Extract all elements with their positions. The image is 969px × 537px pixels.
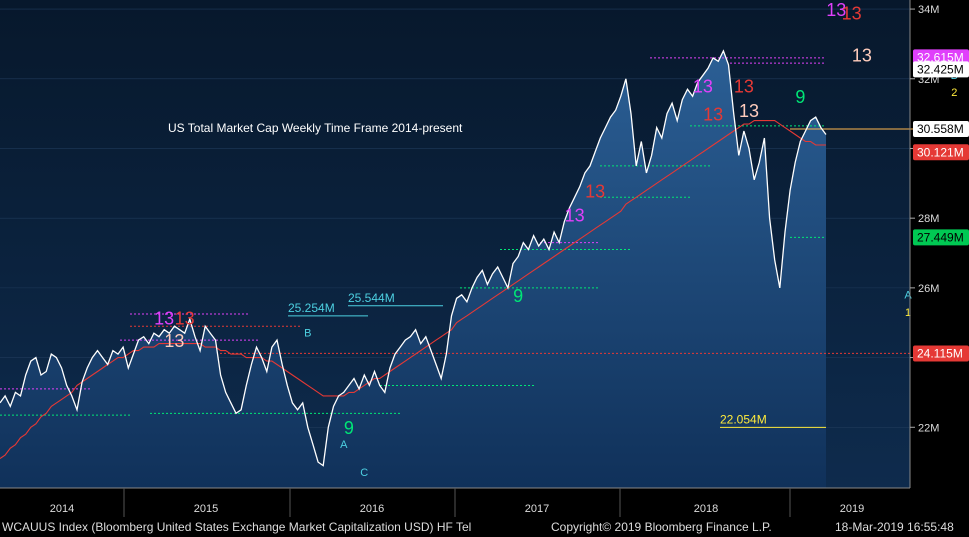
- footer: WCAUUS Index (Bloomberg United States Ex…: [0, 517, 969, 537]
- x-tick-label: 2018: [694, 503, 718, 515]
- y-tick-label: 22M: [918, 422, 939, 434]
- count-label: B: [304, 328, 311, 340]
- price-label: 27.449M: [917, 230, 964, 244]
- count-label: 9: [513, 286, 523, 306]
- count-label: 1: [905, 307, 911, 319]
- timestamp: 18-Mar-2019 16:55:48: [835, 520, 954, 534]
- count-label: 13: [734, 77, 754, 97]
- x-tick-label: 2019: [840, 503, 864, 515]
- count-label: 13: [852, 45, 872, 65]
- count-label: 13: [565, 206, 585, 226]
- price-label-box: [913, 121, 969, 138]
- price-line: [0, 49, 827, 467]
- count-label: 9: [344, 418, 354, 438]
- x-tick-label: 2016: [360, 503, 384, 515]
- level-annotation-label: 22.054M: [720, 412, 767, 426]
- count-label: 13: [164, 331, 184, 351]
- count-label: 13: [175, 308, 195, 328]
- ticker-description: WCAUUS Index (Bloomberg United States Ex…: [2, 520, 472, 534]
- price-label: 30.558M: [917, 122, 964, 136]
- count-label: 13: [842, 4, 862, 24]
- count-label: 13: [693, 77, 713, 97]
- x-tick-label: 2015: [194, 503, 218, 515]
- copyright: Copyright© 2019 Bloomberg Finance L.P.: [551, 520, 772, 534]
- count-label: 2: [951, 87, 957, 99]
- price-label: 30.121M: [917, 145, 964, 159]
- chart-title: US Total Market Cap Weekly Time Frame 20…: [168, 121, 463, 135]
- count-label: 9: [795, 87, 805, 107]
- price-label-box: [913, 345, 969, 362]
- y-tick-label: 26M: [918, 283, 939, 295]
- level-annotation-label: 25.254M: [288, 301, 335, 315]
- y-tick-label: 28M: [918, 213, 939, 225]
- price-label: 32.425M: [917, 62, 964, 76]
- count-labels: 131313991313131313131313139ABCA1B2: [154, 0, 958, 479]
- price-label: 24.115M: [917, 347, 963, 361]
- count-label: 13: [739, 101, 759, 121]
- count-label: A: [340, 439, 348, 451]
- count-label: C: [360, 467, 368, 479]
- count-label: 13: [154, 308, 174, 328]
- price-area: [0, 50, 826, 489]
- x-axis: 2014 2015 2016 2017 2018 2019: [50, 488, 864, 517]
- level-lines: 25.254M 25.544M 22.054M: [0, 57, 915, 428]
- count-label: 13: [703, 105, 723, 125]
- x-tick-label: 2017: [525, 503, 549, 515]
- y-tick-label: 34M: [918, 4, 939, 16]
- count-label: 13: [585, 181, 605, 201]
- count-label: A: [904, 289, 912, 301]
- price-label-box: [913, 144, 969, 161]
- level-annotation-label: 25.544M: [348, 291, 395, 305]
- count-label: 13: [826, 0, 846, 20]
- x-tick-label: 2014: [50, 503, 74, 515]
- price-label-box: [913, 229, 969, 246]
- price-label: 32.615M: [917, 50, 964, 64]
- price-label-box: [913, 61, 969, 78]
- moving-average-line: [0, 120, 826, 460]
